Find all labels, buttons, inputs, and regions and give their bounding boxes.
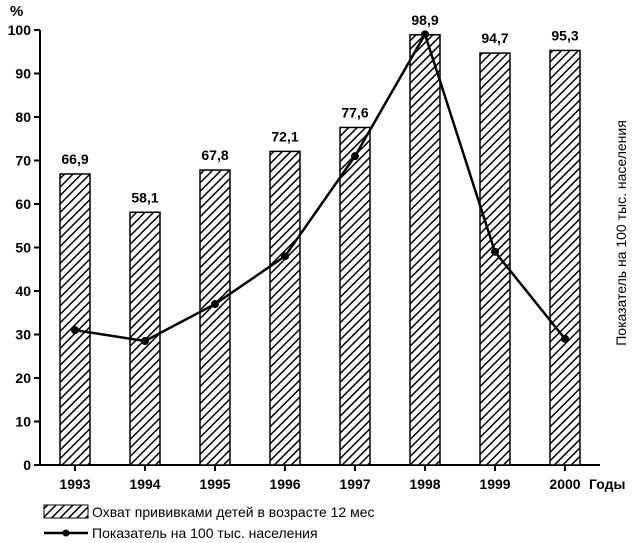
bar: [549, 49, 581, 466]
x-tick-label: 1995: [199, 476, 230, 492]
y-tick-label: 80: [15, 109, 31, 125]
bar: [479, 52, 511, 466]
y-tick-label: 90: [15, 66, 31, 82]
bar-data-label: 94,7: [481, 30, 508, 46]
series-line-point: [71, 326, 79, 335]
legend-line-label: Показатель на 100 тыс. населения: [92, 525, 318, 541]
series-line-point: [281, 252, 289, 261]
bar: [199, 169, 231, 466]
x-axis-label: Годы: [589, 476, 625, 492]
bar-data-label: 98,9: [411, 12, 438, 28]
y-tick-label: 50: [15, 240, 31, 256]
legend-line-marker: [62, 529, 70, 537]
x-tick-label: 2000: [549, 476, 580, 492]
bar-data-label: 66,9: [61, 151, 88, 167]
y-tick-label: 0: [23, 457, 31, 473]
y-tick-label: 100: [8, 22, 32, 38]
y-tick-label: 20: [15, 370, 31, 386]
x-tick-label: 1996: [269, 476, 300, 492]
y-tick-label: 40: [15, 283, 31, 299]
bar: [409, 34, 441, 466]
legend-bar-label: Охват прививками детей в возрасте 12 мес: [92, 504, 375, 520]
series-line-point: [351, 152, 359, 161]
x-tick-label: 1997: [339, 476, 370, 492]
series-line-point: [421, 30, 429, 39]
x-tick-label: 1998: [409, 476, 440, 492]
x-tick-label: 1994: [129, 476, 160, 492]
bar-data-label: 72,1: [271, 128, 298, 144]
x-tick-label: 1993: [59, 476, 90, 492]
bar-data-label: 77,6: [341, 104, 368, 120]
bar: [269, 150, 301, 466]
x-tick-label: 1999: [479, 476, 510, 492]
bar-data-label: 95,3: [551, 27, 578, 43]
bar-data-label: 58,1: [131, 189, 158, 205]
legend: Охват прививками детей в возрасте 12 мес…: [43, 504, 375, 541]
y-tick-label: 30: [15, 327, 31, 343]
y-axis-unit: %: [10, 3, 23, 20]
series-line-point: [211, 300, 219, 309]
series-line: [74, 33, 566, 343]
bar: [59, 173, 91, 466]
y-tick-label: 10: [15, 414, 31, 430]
series-line-point: [561, 334, 569, 343]
series-line-point: [491, 247, 499, 256]
series-line-point: [141, 337, 149, 346]
bar-data-label: 67,8: [201, 147, 228, 163]
y-tick-label: 60: [15, 196, 31, 212]
y2-axis-label: Показатель на 100 тыс. населения: [613, 120, 629, 346]
y-tick-label: 70: [15, 153, 31, 169]
legend-bar-swatch: [43, 504, 89, 519]
bar: [339, 126, 371, 466]
